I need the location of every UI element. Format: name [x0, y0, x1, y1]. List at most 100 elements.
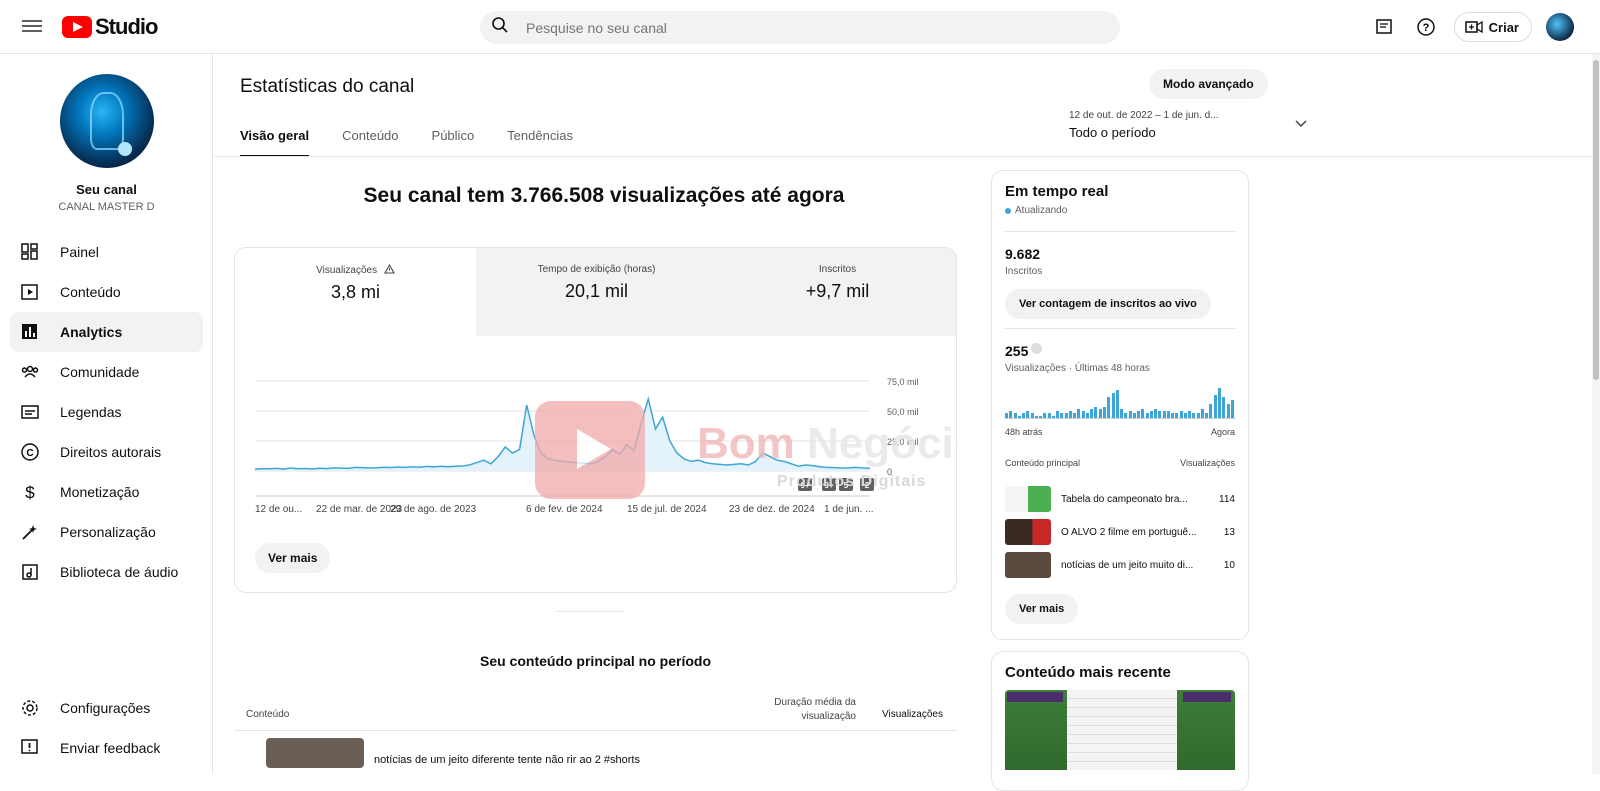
x-tick-label: 22 de mar. de 2023: [316, 504, 403, 515]
warning-icon[interactable]: [383, 263, 395, 274]
sidebar-item-dashboard[interactable]: Painel: [10, 232, 203, 272]
sidebar-item-copyright[interactable]: C Direitos autorais: [10, 432, 203, 472]
subs-label: Inscritos: [1005, 266, 1043, 277]
top-content-row[interactable]: Tabela do campeonato bra... 114: [1005, 485, 1235, 513]
views-chart[interactable]: 75,0 mil 50,0 mil 25,0 mil 0 9+ 9+ 5 2 12 de ou.…: [235, 336, 957, 592]
x-tick-label: 23 de dez. de 2024: [729, 504, 815, 515]
sidebar-item-label: Painel: [60, 244, 99, 260]
realtime-bar: [1030, 413, 1034, 418]
scrollbar[interactable]: [1592, 54, 1600, 774]
realtime-bar: [1085, 413, 1089, 418]
live-subs-button[interactable]: Ver contagem de inscritos ao vivo: [1005, 289, 1211, 319]
notes-icon[interactable]: [1370, 13, 1398, 41]
metric-views[interactable]: Visualizações 3,8 mi: [235, 248, 476, 336]
sidebar-item-label: Conteúdo: [60, 284, 121, 300]
channel-avatar[interactable]: [60, 74, 154, 168]
y-tick-label: 75,0 mil: [887, 377, 919, 387]
table-header: Conteúdo Duração média da visualização V…: [234, 694, 957, 731]
views-chart-svg[interactable]: 75,0 mil 50,0 mil 25,0 mil 0 9+ 9+ 5 2 12 de ou.…: [235, 336, 957, 516]
sidebar-item-community[interactable]: Comunidade: [10, 352, 203, 392]
realtime-bar: [1141, 408, 1145, 418]
tab-overview[interactable]: Visão geral: [240, 128, 310, 157]
x-tick-label: 29 de ago. de 2023: [390, 504, 477, 515]
chart-marker: 5: [839, 478, 853, 491]
account-avatar[interactable]: [1546, 13, 1574, 41]
top-content-row[interactable]: O ALVO 2 filme em portuguê... 13: [1005, 518, 1235, 546]
channel-views-headline: Seu canal tem 3.766.508 visualizações at…: [363, 184, 845, 207]
metric-watch-time[interactable]: Tempo de exibição (horas) 20,1 mil: [476, 248, 717, 336]
col-views[interactable]: Visualizações: [882, 709, 943, 720]
realtime-bar: [1166, 411, 1170, 418]
analytics-icon: [20, 322, 40, 342]
realtime-bar: [1051, 415, 1055, 418]
create-button[interactable]: Criar: [1453, 12, 1532, 42]
date-range-picker[interactable]: 12 de out. de 2022 – 1 de jun. d... Todo…: [1069, 110, 1307, 140]
realtime-bar: [1026, 411, 1030, 418]
realtime-bar: [1103, 406, 1106, 418]
sidebar-item-feedback[interactable]: Enviar feedback: [10, 728, 203, 768]
help-icon[interactable]: ?: [1412, 13, 1440, 41]
section-divider: [556, 611, 624, 612]
video-thumbnail[interactable]: [266, 738, 364, 768]
settings-icon: [20, 698, 40, 718]
col-avg-duration[interactable]: Duração média da visualização: [774, 697, 856, 722]
channel-handle: CANAL MASTER D: [58, 201, 155, 213]
top-content-row[interactable]: notícias de um jeito muito di... 10: [1005, 551, 1235, 579]
sidebar-item-label: Monetização: [60, 484, 140, 500]
svg-text:9+: 9+: [800, 481, 809, 490]
axis-end-label: Agora: [1210, 427, 1235, 437]
svg-text:$: $: [25, 483, 35, 502]
tab-content[interactable]: Conteúdo: [342, 128, 399, 143]
realtime-see-more-button[interactable]: Ver mais: [1005, 594, 1079, 624]
realtime-bar: [1128, 411, 1132, 418]
sidebar-item-analytics[interactable]: Analytics: [10, 312, 203, 352]
sidebar-bottom-nav: Configurações Enviar feedback: [10, 688, 203, 768]
metric-subscribers-value: +9,7 mil: [805, 281, 870, 301]
realtime-bar: [1068, 411, 1072, 418]
metric-views-value: 3,8 mi: [330, 282, 381, 302]
views-line: [254, 396, 871, 470]
realtime-bar: [1196, 413, 1200, 418]
realtime-bar: [1154, 408, 1158, 418]
sidebar-item-settings[interactable]: Configurações: [10, 688, 203, 728]
search-bar[interactable]: [480, 11, 1120, 44]
sidebar-item-customization[interactable]: Personalização: [10, 512, 203, 552]
y-tick-label: 50,0 mil: [887, 407, 919, 417]
video-title[interactable]: notícias de um jeito diferente tente não…: [374, 754, 640, 766]
sidebar-item-monetization[interactable]: $ Monetização: [10, 472, 203, 512]
col-content[interactable]: Conteúdo: [246, 709, 290, 720]
metric-watch-time-value: 20,1 mil: [564, 281, 629, 301]
sidebar-item-subtitles[interactable]: Legendas: [10, 392, 203, 432]
sidebar-item-audio-library[interactable]: Biblioteca de áudio: [10, 552, 203, 592]
page-title: Estatísticas do canal: [240, 76, 415, 97]
see-more-button[interactable]: Ver mais: [255, 543, 331, 573]
logo-text: Studio: [95, 14, 158, 39]
tab-audience[interactable]: Público: [431, 128, 475, 143]
realtime-bar: [1192, 413, 1196, 418]
svg-text:C: C: [26, 448, 33, 459]
top-bar: Studio ? Criar: [0, 0, 1600, 54]
youtube-logo-icon: [62, 16, 92, 38]
advanced-mode-button[interactable]: Modo avançado: [1149, 69, 1268, 99]
sidebar-item-content[interactable]: Conteúdo: [10, 272, 203, 312]
realtime-bar: [1158, 411, 1162, 418]
realtime-bar: [1200, 408, 1204, 418]
realtime-bar-chart[interactable]: [1005, 386, 1235, 418]
x-tick-label: 1 de jun. ...: [824, 504, 873, 515]
metric-subscribers[interactable]: Inscritos +9,7 mil: [717, 248, 956, 336]
metric-views-label: Visualizações: [316, 265, 378, 276]
studio-logo[interactable]: Studio: [62, 14, 158, 40]
sidebar-nav: Painel Conteúdo Analytics Comunidade Legenda…: [10, 232, 203, 592]
sidebar-item-label: Enviar feedback: [60, 740, 161, 756]
menu-icon[interactable]: [20, 17, 44, 37]
recent-video-thumbnail[interactable]: [1005, 690, 1235, 770]
realtime-bar: [1230, 399, 1234, 418]
main-content: Estatísticas do canal Modo avançado 12 d…: [214, 54, 1600, 791]
svg-text:5: 5: [844, 481, 849, 490]
realtime-bar: [1120, 408, 1123, 418]
search-input[interactable]: [520, 19, 1120, 36]
search-icon[interactable]: [480, 16, 520, 39]
tab-trends[interactable]: Tendências: [507, 128, 573, 143]
realtime-bar: [1226, 404, 1230, 418]
realtime-bar: [1213, 394, 1217, 418]
